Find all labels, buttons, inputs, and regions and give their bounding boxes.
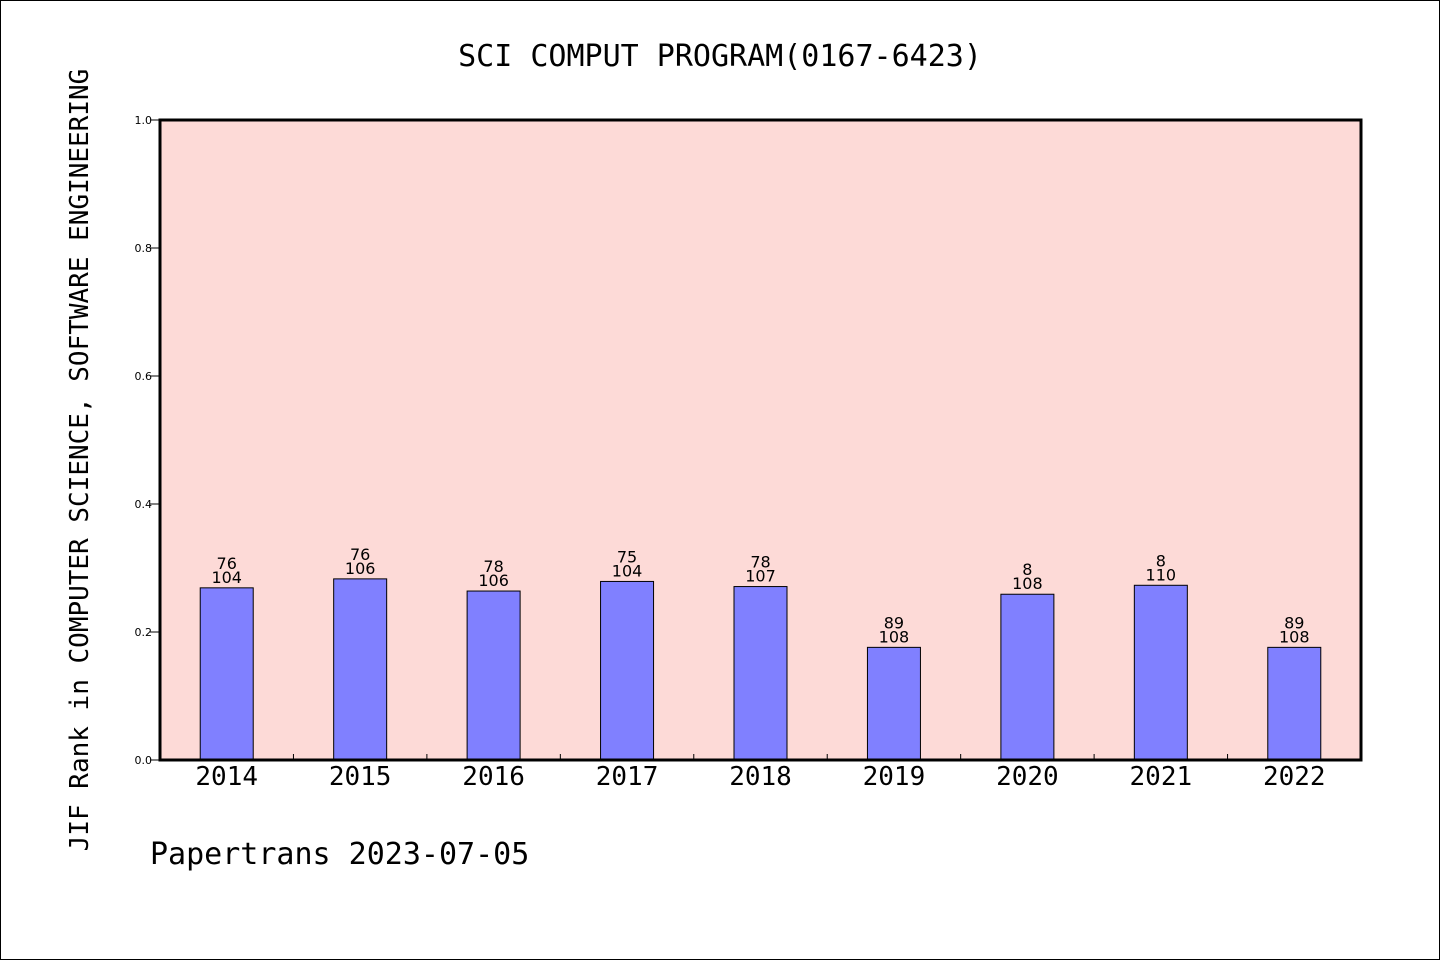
y-tick-label: 0.0 [135,754,153,767]
y-tick-label: 1.0 [135,114,153,127]
x-tick-label: 2015 [329,762,392,792]
bar-rank-label: 8 [1022,560,1032,579]
bar [466,590,521,761]
bar [333,578,388,761]
y-tick-label: 0.6 [135,370,153,383]
bar-rank-label: 8 [1156,551,1166,570]
bar-total-label: 104 [612,561,643,580]
y-tick-label: 0.4 [135,498,153,511]
bar [600,580,655,761]
bars-layer: 0.00.20.40.60.81.01047620141067620151067… [135,114,1326,792]
bar-total-label: 106 [478,571,509,590]
bar-total-label: 106 [345,559,376,578]
bar-rank-label: 89 [884,613,904,632]
x-tick-label: 2021 [1130,762,1193,792]
bar-total-label: 107 [745,567,776,586]
chart-title: SCI COMPUT PROGRAM(0167-6423) [458,39,982,74]
bar-rank-label: 75 [617,547,637,566]
y-tick-label: 0.2 [135,626,153,639]
bar-rank-label: 89 [1284,613,1304,632]
bar [1267,646,1322,761]
bar-total-label: 108 [879,627,910,646]
bar-rank-label: 78 [483,557,503,576]
bar [1133,584,1188,761]
footer-text: Papertrans 2023-07-05 [150,837,529,872]
x-tick-label: 2017 [596,762,659,792]
bar-rank-label: 76 [350,545,370,564]
bar [199,587,254,761]
bar-rank-label: 76 [217,554,237,573]
x-tick-label: 2019 [863,762,926,792]
y-tick-label: 0.8 [135,242,153,255]
bar-total-label: 110 [1146,565,1177,584]
bar [1000,593,1055,761]
x-tick-label: 2018 [729,762,792,792]
plot-border [158,118,1363,762]
bar-total-label: 104 [211,568,242,587]
bar [866,646,921,761]
bar-rank-label: 78 [750,553,770,572]
bar [733,586,788,761]
x-tick-label: 2014 [195,762,258,792]
bar-total-label: 108 [1012,574,1043,593]
y-axis-label: JIF Rank in COMPUTER SCIENCE, SOFTWARE E… [65,69,95,852]
bar-total-label: 108 [1279,627,1310,646]
x-tick-label: 2022 [1263,762,1326,792]
x-tick-label: 2020 [996,762,1059,792]
x-tick-label: 2016 [462,762,525,792]
